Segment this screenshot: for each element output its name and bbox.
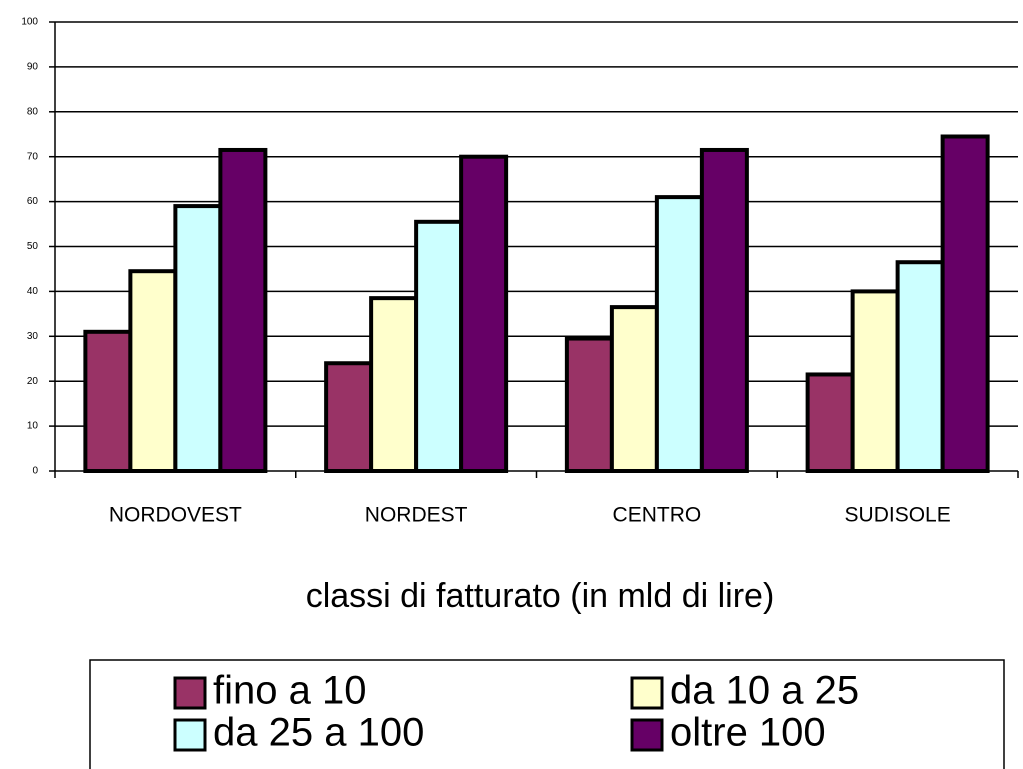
bar: [609, 305, 659, 473]
y-tick-label: 90: [27, 62, 39, 73]
legend-label: oltre 100: [670, 711, 826, 755]
bar: [895, 260, 945, 473]
bar: [218, 147, 268, 473]
y-tick-label: 70: [27, 151, 39, 162]
bar: [850, 289, 900, 473]
legend-swatch: [173, 718, 207, 752]
legend-label: da 10 a 25: [670, 669, 859, 713]
bar: [654, 195, 704, 474]
legend-label: da 25 a 100: [213, 711, 424, 755]
legend-swatch: [630, 676, 664, 710]
bar: [83, 329, 133, 473]
bar: [369, 296, 419, 474]
y-tick-label: 50: [27, 241, 39, 252]
bar: [324, 361, 374, 473]
x-tick-label: SUDISOLE: [845, 504, 951, 527]
bar: [128, 269, 178, 473]
y-tick-label: 100: [21, 17, 38, 28]
legend-label: fino a 10: [213, 669, 366, 713]
x-tick-label: CENTRO: [613, 504, 702, 527]
bar: [940, 134, 990, 473]
y-tick-label: 30: [27, 331, 39, 342]
y-tick-label: 10: [27, 421, 39, 432]
y-tick-label: 20: [27, 376, 39, 387]
x-tick-label: NORDOVEST: [109, 504, 242, 527]
y-tick-label: 60: [27, 196, 39, 207]
bar: [459, 154, 509, 473]
bar: [564, 336, 614, 474]
y-tick-label: 0: [32, 466, 38, 477]
x-axis-title: classi di fatturato (in mld di lire): [306, 577, 775, 615]
legend-swatch: [173, 676, 207, 710]
bar: [173, 204, 223, 473]
legend-box: [89, 659, 1005, 769]
bar: [805, 372, 855, 473]
y-tick-label: 40: [27, 286, 39, 297]
x-tick-label: NORDEST: [365, 504, 468, 527]
legend-swatch: [630, 718, 664, 752]
bar: [699, 147, 749, 473]
y-tick-label: 80: [27, 106, 39, 117]
bar: [414, 219, 464, 473]
